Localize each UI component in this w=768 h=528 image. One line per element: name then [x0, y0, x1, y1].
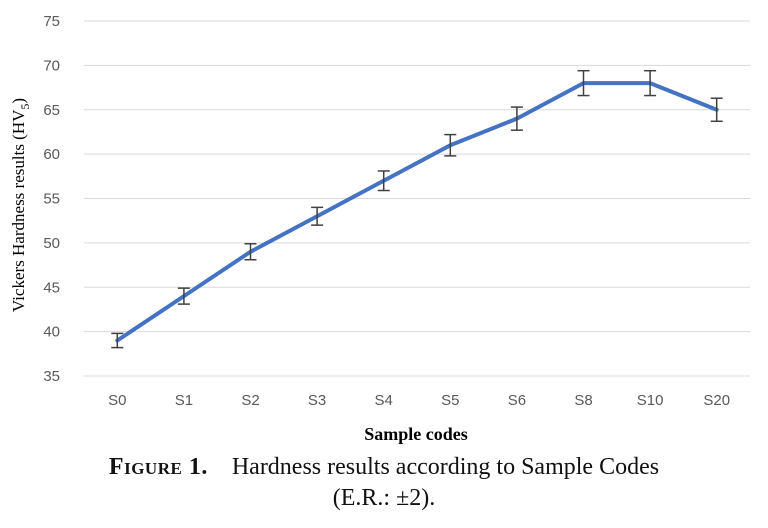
error-bar [111, 332, 124, 349]
chart: 35 40 45 50 55 60 65 70 75 S0 S1 S2 S3 S4 S5 S6 S8 S10 S2… [9, 13, 750, 444]
x-tick-label: S1 [175, 392, 193, 409]
chart-svg: 35 40 45 50 55 60 65 70 75 S0 S1 S2 S3 S4 S5 S6 S8 S10 S2… [9, 13, 750, 444]
series-line-layer [115, 81, 719, 343]
y-axis-ticks: 35 40 45 50 55 60 65 70 75 [43, 13, 60, 385]
error-bar [577, 69, 590, 97]
series-line [115, 81, 719, 343]
error-bar [710, 97, 723, 123]
y-tick-label: 50 [43, 235, 60, 252]
figure-caption: Figure 1. Hardness results according to S… [0, 452, 768, 514]
x-axis-ticks: S0 S1 S2 S3 S4 S5 S6 S8 S10 S20 [108, 392, 730, 409]
x-tick-label: S2 [241, 392, 259, 409]
y-tick-label: 60 [43, 146, 60, 163]
error-bar [244, 243, 257, 261]
x-tick-label: S0 [108, 392, 126, 409]
y-tick-label: 65 [43, 102, 60, 119]
error-bar [311, 206, 324, 226]
error-bar [377, 170, 390, 192]
x-axis-title: Sample codes [364, 424, 468, 444]
x-tick-label: S3 [308, 392, 326, 409]
error-bar [444, 133, 457, 157]
x-tick-label: S4 [375, 392, 393, 409]
y-tick-label: 45 [43, 279, 60, 296]
y-tick-label: 75 [43, 13, 60, 30]
caption-line-2: (E.R.: ±2). [332, 485, 436, 511]
error-bar [644, 69, 657, 97]
figure-label: Figure 1. [108, 454, 208, 480]
y-tick-label: 55 [43, 191, 60, 208]
x-tick-label: S5 [441, 392, 459, 409]
y-tick-label: 70 [43, 57, 60, 74]
y-tick-label: 35 [43, 368, 60, 385]
x-tick-label: S8 [574, 392, 592, 409]
error-bar [510, 106, 523, 131]
y-axis-title: Vickers Hardness results (HV5) [9, 98, 32, 312]
caption-line-1: Hardness results according to Sample Cod… [231, 454, 660, 480]
x-tick-label: S20 [703, 392, 730, 409]
error-bars [111, 69, 723, 349]
y-tick-label: 40 [43, 324, 60, 341]
x-tick-label: S10 [637, 392, 664, 409]
error-bar [177, 287, 190, 305]
x-tick-label: S6 [508, 392, 526, 409]
